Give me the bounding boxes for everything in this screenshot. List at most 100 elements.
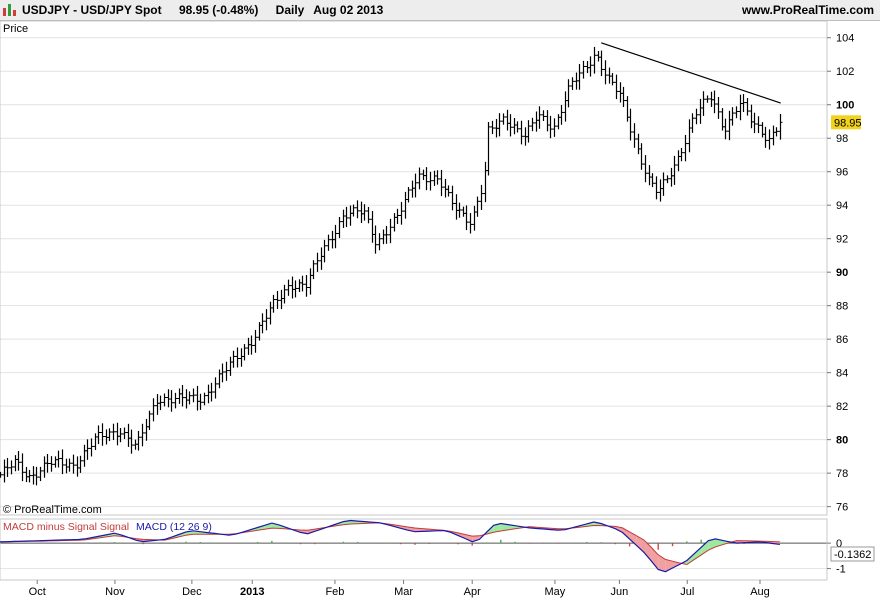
price-bar: [111, 423, 116, 441]
price-bar: [213, 377, 218, 399]
price-bar: [581, 60, 586, 79]
price-bar: [698, 98, 703, 124]
price-bar: [107, 428, 112, 442]
price-tick-label: 82: [836, 401, 848, 413]
price-bar: [268, 301, 273, 325]
price-bar: [242, 344, 247, 361]
price-axis: 76 78 80 82 84 86 88 90 92 94 96 98 100 102 104: [827, 33, 854, 514]
price-bar: [534, 111, 539, 132]
price-bar: [570, 77, 575, 91]
price-tick-label: 86: [836, 334, 848, 346]
price-bar: [42, 456, 47, 478]
macd-panel-frame: [0, 518, 828, 581]
price-bar: [271, 294, 276, 313]
macd-fill-segment: [658, 554, 666, 572]
price-bar: [115, 422, 120, 446]
price-bar: [515, 121, 520, 133]
price-bar: [286, 279, 291, 296]
price-bar: [526, 120, 531, 143]
price-bar: [202, 392, 207, 406]
price-bar: [599, 50, 604, 77]
price-bar: [344, 206, 349, 228]
price-bar: [406, 186, 411, 203]
price-bar: [169, 390, 174, 412]
price-bar: [683, 134, 688, 162]
price-bar: [701, 91, 706, 116]
price-bar: [519, 120, 524, 145]
price-bar: [89, 438, 94, 457]
price-bar: [366, 206, 371, 224]
price-tick-label: 100: [836, 100, 854, 112]
price-bar: [618, 82, 623, 103]
price-bar: [632, 123, 637, 148]
price-bar: [658, 179, 663, 202]
macd-histogram: [13, 539, 774, 550]
price-bar: [166, 389, 171, 408]
price-bar: [596, 51, 601, 62]
date-label: Aug 02 2013: [313, 3, 384, 17]
price-bar: [162, 393, 167, 407]
price-tick-label: 80: [836, 435, 848, 447]
price-change-label: 98.95 (-0.48%): [178, 3, 259, 17]
price-bar: [454, 194, 459, 220]
time-tick-label: Aug: [750, 586, 770, 598]
price-bar: [0, 471, 3, 478]
price-bar: [767, 129, 772, 150]
price-bar: [140, 423, 145, 447]
price-bar: [588, 56, 593, 77]
histogram-legend: MACD minus Signal Signal: [3, 521, 129, 533]
price-bar: [5, 458, 10, 477]
price-tick-label: 88: [836, 301, 848, 313]
price-bar: [421, 169, 426, 180]
price-bar: [727, 110, 732, 141]
price-bar: [643, 155, 648, 183]
price-bar: [774, 127, 779, 137]
price-bar: [173, 392, 178, 409]
time-tick-label: Nov: [105, 586, 125, 598]
price-tick-label: 102: [836, 66, 854, 78]
macd-fill-segment: [264, 523, 272, 530]
price-bar: [723, 118, 728, 140]
time-axis: Oct Nov Dec 2013 Feb Mar Apr May Jun Jul Aug: [29, 580, 770, 598]
price-bar: [348, 205, 353, 226]
price-bar: [577, 64, 582, 90]
time-tick-label: May: [545, 586, 566, 598]
price-bar: [763, 126, 768, 148]
price-bar: [417, 167, 422, 190]
time-tick-label: Oct: [29, 586, 46, 598]
price-bar: [446, 185, 451, 197]
price-bar: [439, 169, 444, 197]
price-bar: [475, 196, 480, 217]
price-bar: [129, 429, 134, 454]
price-tick-label: 98: [836, 133, 848, 145]
price-bar: [100, 423, 105, 446]
price-bar: [27, 469, 32, 483]
price-tick-label: 104: [836, 33, 854, 45]
resistance-trendline: [601, 42, 781, 104]
price-bar: [64, 458, 69, 474]
price-bar: [337, 217, 342, 239]
chart-title: USDJPY - USD/JPY Spot 98.95 (-0.48%) Dai…: [22, 3, 397, 17]
price-bar: [716, 96, 721, 119]
price-bar: [636, 133, 641, 155]
price-bar: [231, 350, 236, 368]
macd-fill-segment: [636, 535, 644, 553]
macd-fill-segment: [694, 547, 702, 560]
price-bar: [290, 276, 295, 299]
price-bar: [45, 453, 50, 473]
price-bar: [472, 205, 477, 231]
price-bar: [246, 337, 251, 355]
macd-fill-segment: [643, 539, 652, 561]
price-bar: [195, 385, 200, 411]
price-bar: [712, 90, 717, 114]
price-bar: [563, 91, 568, 122]
website-link[interactable]: www.ProRealTime.com: [741, 3, 874, 17]
price-bar: [275, 290, 280, 309]
price-bar: [679, 147, 684, 162]
price-tick-label: 84: [836, 368, 848, 380]
price-bar: [650, 173, 655, 188]
price-bar: [741, 94, 746, 113]
price-bar: [468, 213, 473, 234]
macd-fill-segment: [465, 534, 473, 542]
price-bar: [424, 167, 429, 191]
